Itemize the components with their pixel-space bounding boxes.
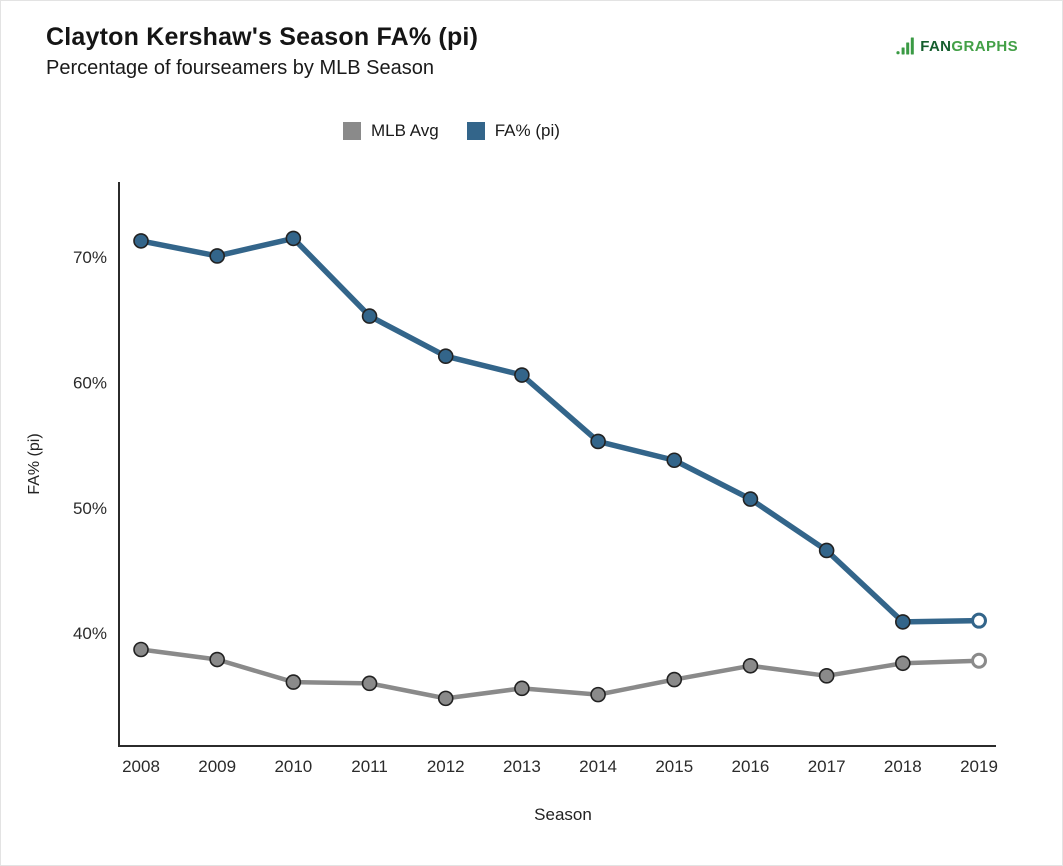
data-point-marker (971, 652, 987, 669)
data-point-marker (742, 491, 759, 507)
data-point-marker (514, 367, 530, 383)
data-point-marker (437, 348, 454, 365)
legend-swatch (466, 122, 485, 140)
data-point-marker (361, 675, 378, 692)
y-tick-label: 70% (73, 248, 107, 267)
x-tick-label: 2016 (732, 757, 770, 776)
data-point-marker (133, 233, 149, 249)
x-tick-label: 2015 (655, 757, 693, 776)
data-point-marker (895, 655, 911, 672)
series-line (138, 235, 982, 625)
x-tick-label: 2008 (122, 757, 160, 776)
legend-item: MLB Avg (343, 121, 439, 141)
legend-label: MLB Avg (371, 121, 439, 140)
x-tick-label: 2010 (274, 757, 312, 776)
data-point-marker (818, 542, 835, 559)
data-point-marker (666, 452, 683, 469)
page-title: Clayton Kershaw's Season FA% (pi) (46, 23, 479, 51)
x-tick-label: 2009 (198, 757, 236, 776)
data-point-marker (285, 674, 302, 690)
y-tick-label: 50% (73, 499, 107, 518)
data-point-marker (971, 612, 987, 629)
legend-swatch (343, 122, 361, 140)
data-point-marker (514, 680, 530, 697)
x-tick-label: 2012 (427, 757, 465, 776)
data-point-marker (666, 671, 683, 688)
data-point-marker (590, 686, 606, 703)
page-subtitle: Percentage of fourseamers by MLB Season (46, 57, 434, 79)
logo-text-fan: FAN (920, 37, 952, 55)
data-point-marker (361, 308, 378, 324)
header: Clayton Kershaw's Season FA% (pi) Percen… (46, 23, 478, 80)
fangraphs-bars-icon (896, 37, 915, 55)
x-tick-label: 2013 (503, 757, 541, 776)
y-tick-label: 60% (73, 374, 107, 393)
chart-legend: MLB Avg FA% (pi) (343, 121, 560, 141)
data-point-marker (285, 230, 302, 247)
data-point-marker (133, 641, 149, 658)
data-point-marker (437, 690, 454, 707)
data-point-marker (209, 248, 225, 264)
x-axis-title: Season (534, 805, 592, 824)
x-tick-label: 2019 (960, 757, 998, 776)
legend-label: FA% (pi) (494, 121, 560, 140)
data-point-marker (742, 657, 759, 674)
data-point-marker (590, 433, 606, 450)
x-tick-label: 2011 (351, 757, 388, 776)
y-axis-title: FA% (pi) (26, 433, 43, 495)
fangraphs-logo: FANGRAPHS (896, 37, 1018, 55)
logo-text-graphs: GRAPHS (951, 37, 1018, 55)
x-tick-label: 2018 (884, 757, 922, 776)
x-tick-label: 2017 (808, 757, 846, 776)
data-point-marker (818, 668, 835, 684)
x-tick-label: 2014 (579, 757, 617, 776)
y-tick-label: 40% (73, 624, 107, 643)
data-point-marker (895, 614, 911, 630)
legend-item: FA% (pi) (466, 121, 560, 141)
data-point-marker (209, 651, 225, 668)
series-line (138, 647, 982, 701)
